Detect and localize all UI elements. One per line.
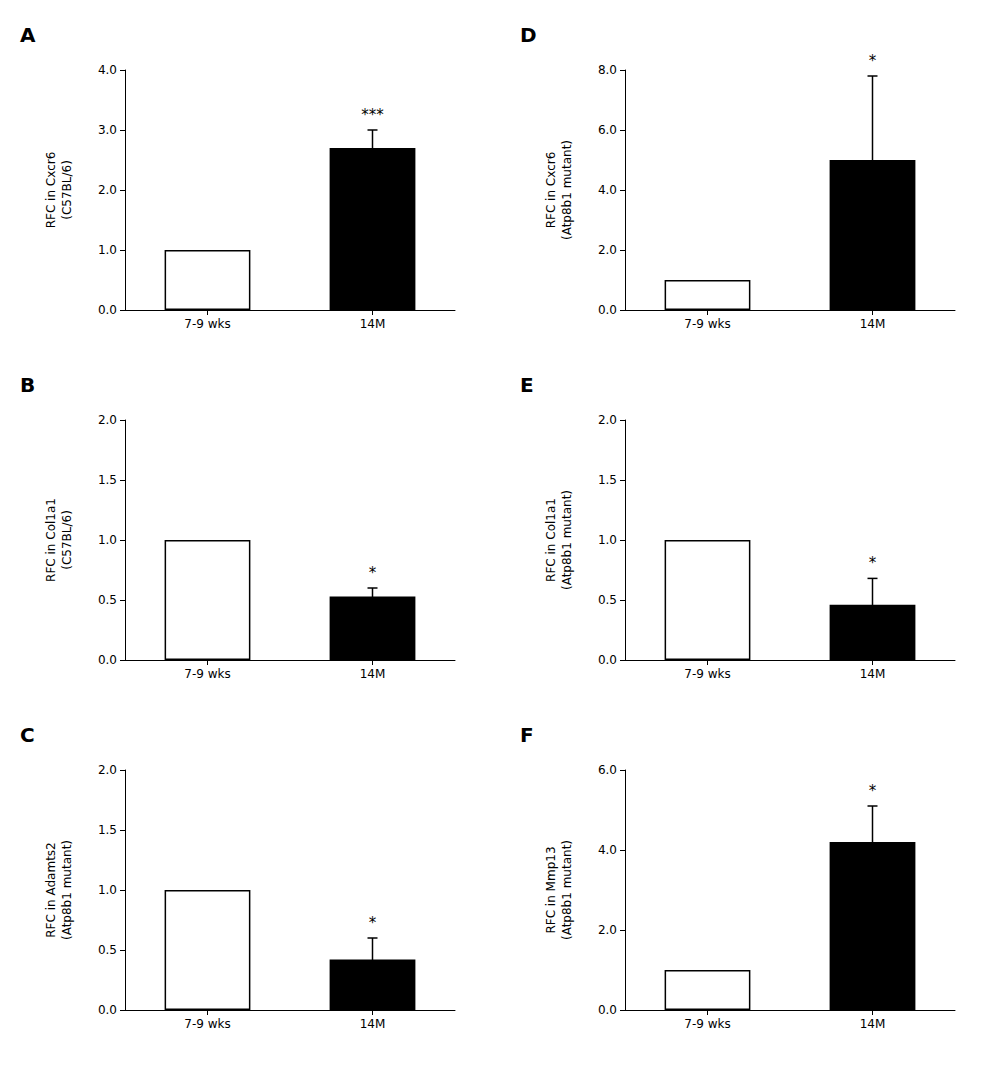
- svg-text:2.0: 2.0: [598, 413, 617, 427]
- svg-text:(C57BL/6): (C57BL/6): [60, 510, 74, 570]
- svg-text:0.0: 0.0: [598, 1003, 617, 1017]
- svg-text:RFC in Col1a1: RFC in Col1a1: [544, 498, 558, 582]
- svg-text:(Atp8b1 mutant): (Atp8b1 mutant): [560, 140, 574, 240]
- svg-text:7-9 wks: 7-9 wks: [184, 1017, 230, 1031]
- svg-text:3.0: 3.0: [98, 123, 117, 137]
- svg-text:7-9 wks: 7-9 wks: [184, 317, 230, 331]
- svg-text:0.0: 0.0: [598, 653, 617, 667]
- svg-text:*: *: [369, 914, 377, 932]
- svg-text:(C57BL/6): (C57BL/6): [60, 160, 74, 220]
- svg-text:A: A: [20, 23, 36, 47]
- svg-text:B: B: [20, 373, 35, 397]
- svg-text:1.5: 1.5: [598, 473, 617, 487]
- svg-text:1.0: 1.0: [98, 533, 117, 547]
- svg-text:7-9 wks: 7-9 wks: [684, 667, 730, 681]
- svg-text:0.5: 0.5: [598, 593, 617, 607]
- svg-text:RFC in Cxcr6: RFC in Cxcr6: [44, 152, 58, 229]
- svg-text:2.0: 2.0: [98, 183, 117, 197]
- svg-text:1.5: 1.5: [98, 473, 117, 487]
- svg-text:14M: 14M: [860, 667, 886, 681]
- svg-text:0.0: 0.0: [98, 303, 117, 317]
- svg-text:8.0: 8.0: [598, 63, 617, 77]
- svg-text:0.0: 0.0: [98, 1003, 117, 1017]
- svg-text:14M: 14M: [860, 1017, 886, 1031]
- svg-text:*: *: [869, 782, 877, 800]
- svg-text:7-9 wks: 7-9 wks: [684, 317, 730, 331]
- svg-text:1.0: 1.0: [98, 243, 117, 257]
- svg-text:RFC in Mmp13: RFC in Mmp13: [544, 846, 558, 933]
- svg-text:*: *: [869, 52, 877, 70]
- svg-text:C: C: [20, 723, 35, 747]
- svg-text:RFC in Cxcr6: RFC in Cxcr6: [544, 152, 558, 229]
- svg-text:1.0: 1.0: [98, 883, 117, 897]
- svg-text:0.0: 0.0: [598, 303, 617, 317]
- svg-text:RFC in Adamts2: RFC in Adamts2: [44, 842, 58, 937]
- svg-text:14M: 14M: [360, 317, 386, 331]
- svg-text:RFC in Col1a1: RFC in Col1a1: [44, 498, 58, 582]
- svg-text:*: *: [369, 564, 377, 582]
- svg-text:2.0: 2.0: [598, 243, 617, 257]
- svg-text:F: F: [520, 723, 534, 747]
- svg-text:D: D: [520, 23, 537, 47]
- svg-text:E: E: [520, 373, 534, 397]
- svg-text:(Atp8b1 mutant): (Atp8b1 mutant): [60, 840, 74, 940]
- svg-text:4.0: 4.0: [598, 843, 617, 857]
- svg-text:14M: 14M: [860, 317, 886, 331]
- svg-text:14M: 14M: [360, 1017, 386, 1031]
- svg-text:1.5: 1.5: [98, 823, 117, 837]
- svg-text:4.0: 4.0: [598, 183, 617, 197]
- svg-text:2.0: 2.0: [598, 923, 617, 937]
- svg-text:7-9 wks: 7-9 wks: [684, 1017, 730, 1031]
- svg-text:2.0: 2.0: [98, 763, 117, 777]
- svg-text:0.5: 0.5: [98, 943, 117, 957]
- svg-text:*: *: [869, 554, 877, 572]
- svg-text:4.0: 4.0: [98, 63, 117, 77]
- svg-text:6.0: 6.0: [598, 763, 617, 777]
- svg-text:0.0: 0.0: [98, 653, 117, 667]
- svg-text:(Atp8b1 mutant): (Atp8b1 mutant): [560, 490, 574, 590]
- svg-text:0.5: 0.5: [98, 593, 117, 607]
- svg-text:***: ***: [361, 106, 384, 124]
- svg-text:6.0: 6.0: [598, 123, 617, 137]
- svg-text:2.0: 2.0: [98, 413, 117, 427]
- svg-text:7-9 wks: 7-9 wks: [184, 667, 230, 681]
- svg-text:(Atp8b1 mutant): (Atp8b1 mutant): [560, 840, 574, 940]
- svg-text:1.0: 1.0: [598, 533, 617, 547]
- svg-text:14M: 14M: [360, 667, 386, 681]
